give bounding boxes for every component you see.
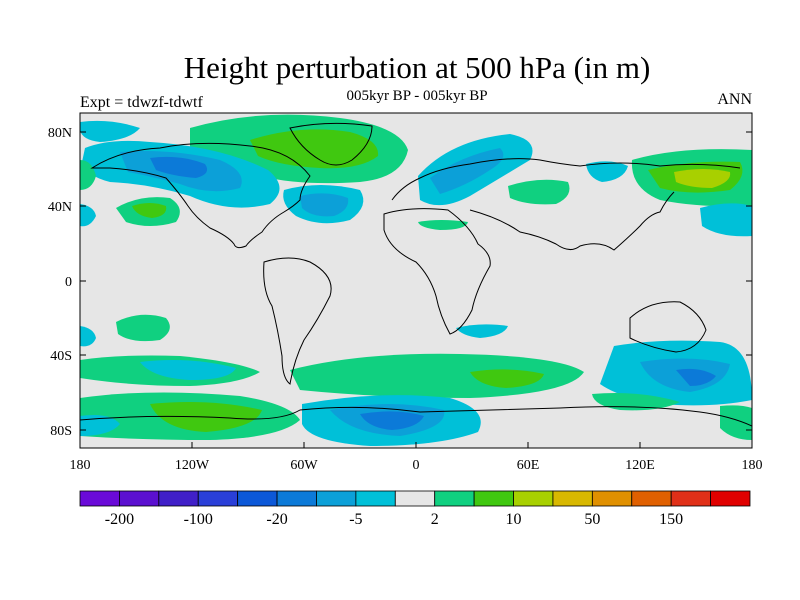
axis-ticks (79, 131, 753, 448)
contour-antarctic-pos-e (720, 405, 752, 440)
colorbar-swatch (670, 490, 711, 507)
coastline-europe (391, 158, 741, 201)
y-tick-label: 40N (48, 200, 72, 215)
colorbar-swatch (79, 490, 120, 507)
colorbar-swatch (513, 490, 554, 507)
chart-subtitle: 005kyr BP - 005kyr BP (346, 88, 488, 104)
contour-greenland-pos2 (250, 129, 379, 169)
contour-natlantic-neg2 (300, 193, 349, 217)
coastline-asia (469, 191, 675, 251)
coastlines (80, 122, 752, 427)
colorbar-labels: -200 -100 -20 -5 2 10 50 150 (105, 511, 683, 528)
colorbar-swatch (237, 490, 278, 507)
experiment-label: Expt = tdwzf-tdwtf (80, 94, 203, 111)
contour-south-band-neg (140, 360, 236, 380)
contour-npac-neg-east (700, 203, 752, 237)
coastline-north-america (90, 142, 311, 249)
x-tick-labels: 180 120W 60W 0 60E 120E 180 (70, 458, 763, 473)
colorbar-swatch (434, 490, 475, 507)
contour-spac-pos (116, 314, 170, 342)
colorbar-swatch (276, 490, 317, 507)
y-tick-label: 40S (50, 349, 72, 364)
colorbar-swatch (197, 490, 239, 507)
x-tick-label: 120W (175, 458, 210, 473)
contour-africa-pos (418, 220, 468, 230)
contour-arctic-neg (80, 120, 140, 142)
contour-ssatl-neg (456, 324, 508, 338)
colorbar-label: 2 (431, 511, 439, 528)
colorbar (79, 490, 751, 507)
colorbar-label: -100 (184, 511, 213, 528)
chart-title: Height perturbation at 500 hPa (in m) (183, 50, 651, 85)
y-tick-label: 80S (50, 424, 72, 439)
contour-antarctic-neg (80, 415, 120, 436)
colorbar-swatch (552, 490, 593, 507)
x-tick-label: 180 (742, 458, 763, 473)
season-label: ANN (717, 91, 752, 108)
contour-sind-pos (592, 393, 680, 411)
y-tick-label: 80N (48, 126, 72, 141)
contour-spac-neg (80, 326, 96, 347)
contour-npac-pos2 (132, 203, 167, 218)
coastline-antarctica (80, 406, 752, 427)
colorbar-label: -5 (349, 511, 362, 528)
contour-npacific-neg3 (150, 156, 208, 178)
colorbar-label: -20 (266, 511, 287, 528)
y-tick-labels: 80N 40N 0 40S 80S (48, 126, 72, 439)
contour-antarctic-neg-e3 (360, 411, 424, 430)
contour-fields (80, 114, 752, 446)
coastline-africa (383, 208, 491, 335)
colorbar-swatch (631, 490, 672, 507)
x-tick-label: 120E (625, 458, 655, 473)
contour-satl-pos2 (470, 369, 544, 388)
colorbar-label: 50 (584, 511, 600, 528)
contour-asia-pos (508, 179, 570, 205)
colorbar-label: 10 (506, 511, 522, 528)
colorbar-label: 150 (659, 511, 683, 528)
contour-siberia-pos3 (674, 169, 731, 188)
colorbar-swatch (158, 490, 199, 507)
coastline-australia (629, 301, 707, 353)
colorbar-swatch (394, 490, 436, 507)
coastline-south-america (263, 257, 332, 385)
contour-asia-neg (586, 161, 628, 182)
colorbar-label: -200 (105, 511, 134, 528)
x-tick-label: 180 (70, 458, 91, 473)
colorbar-swatch (710, 490, 751, 507)
colorbar-swatch (119, 490, 160, 507)
contour-europe-neg2 (430, 148, 504, 194)
colorbar-swatch (591, 490, 633, 507)
colorbar-swatch (473, 490, 514, 507)
colorbar-swatch (355, 490, 396, 507)
x-tick-label: 60W (290, 458, 318, 473)
x-tick-label: 60E (517, 458, 540, 473)
coastline-greenland (289, 122, 373, 166)
x-tick-label: 0 (413, 458, 420, 473)
colorbar-swatch (316, 490, 357, 507)
y-tick-label: 0 (65, 275, 72, 290)
contour-sind-neg3 (676, 368, 716, 386)
contour-dateline-neg (80, 204, 96, 227)
